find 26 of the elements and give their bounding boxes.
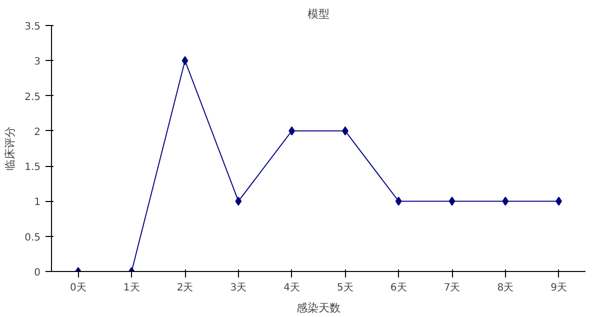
y-tick-label: 3 — [34, 56, 41, 68]
x-tick-label: 6天 — [390, 282, 407, 294]
x-tick-label: 3天 — [230, 282, 247, 294]
point — [235, 196, 242, 206]
x-axis-title: 感染天数 — [296, 302, 340, 314]
y-tick-label: 0.5 — [24, 232, 41, 244]
x-tick-label: 8天 — [497, 282, 514, 294]
chart-title: 模型 — [308, 8, 330, 20]
y-tick-label: 0 — [34, 268, 41, 278]
x-tick-label: 2天 — [176, 282, 194, 294]
point — [395, 196, 402, 206]
point — [182, 56, 188, 66]
x-tick-label: 5天 — [337, 282, 354, 294]
y-tick-label: 1 — [34, 197, 41, 208]
x-tick-label: 7天 — [444, 282, 460, 294]
y-tick-label: 1.5 — [24, 162, 41, 174]
point — [448, 196, 456, 206]
x-tick-label: 1天 — [123, 282, 140, 294]
x-tick-label: 4天 — [284, 282, 300, 294]
y-tick-label: 2 — [34, 126, 41, 138]
y-tick-label: 2.5 — [24, 92, 41, 103]
x-tick-label: 9天 — [550, 282, 567, 294]
y-tick-label: 3.5 — [24, 22, 41, 32]
point — [502, 196, 509, 206]
x-tick-label: 0天 — [70, 282, 86, 294]
y-axis-title: 临床评分 — [4, 126, 17, 170]
